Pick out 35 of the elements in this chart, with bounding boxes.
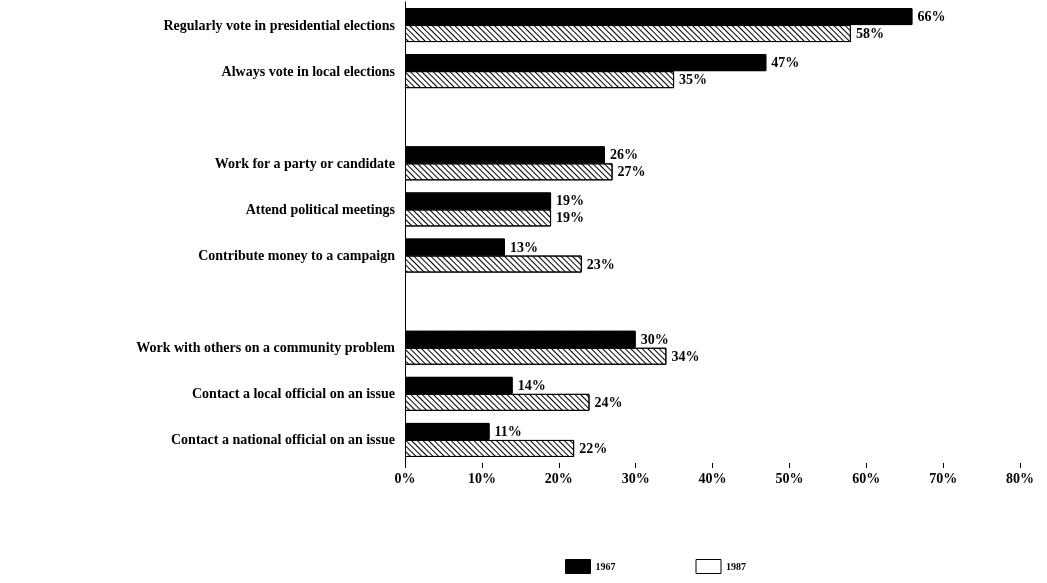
y-tick-label: Contribute money to a campaign [198, 248, 396, 264]
data-label: 22% [579, 440, 608, 456]
y-tick-label: Contact a local official on an issue [192, 386, 395, 402]
data-label: 47% [771, 55, 800, 71]
data-label: 35% [679, 72, 708, 88]
x-tick-label: 50% [775, 470, 804, 486]
legend-label: 1987 [726, 561, 746, 572]
y-tick-label: Work for a party or candidate [214, 155, 395, 171]
y-tick-label: Always vote in local elections [221, 63, 396, 79]
legend-label: 1967 [595, 561, 616, 572]
data-label: 27% [617, 164, 646, 180]
data-label: 58% [855, 26, 884, 42]
data-label: 24% [594, 394, 623, 410]
x-tick-label: 0% [394, 470, 416, 486]
x-tick-label: 30% [621, 470, 650, 486]
x-tick-label: 20% [544, 470, 573, 486]
y-tick-label: Contact a national official on an issue [170, 432, 395, 448]
x-tick-label: 80% [1006, 470, 1034, 486]
x-tick-label: 60% [852, 470, 881, 486]
y-tick-label: Work with others on a community problem [136, 340, 396, 356]
data-label: 66% [917, 9, 946, 25]
y-tick-label: Attend political meetings [245, 201, 396, 217]
x-tick-label: 70% [929, 470, 958, 486]
data-label: 23% [586, 256, 615, 272]
data-label: 30% [640, 331, 669, 347]
data-label: 19% [556, 193, 585, 209]
data-label: 26% [609, 147, 638, 163]
data-label: 19% [556, 210, 585, 226]
data-label: 13% [509, 239, 538, 255]
y-tick-label: Regularly vote in presidential elections [163, 17, 396, 33]
x-tick-label: 10% [467, 470, 496, 486]
data-label: 14% [517, 377, 546, 393]
data-label: 34% [671, 348, 700, 364]
data-label: 11% [494, 423, 522, 439]
x-tick-label: 40% [698, 470, 727, 486]
